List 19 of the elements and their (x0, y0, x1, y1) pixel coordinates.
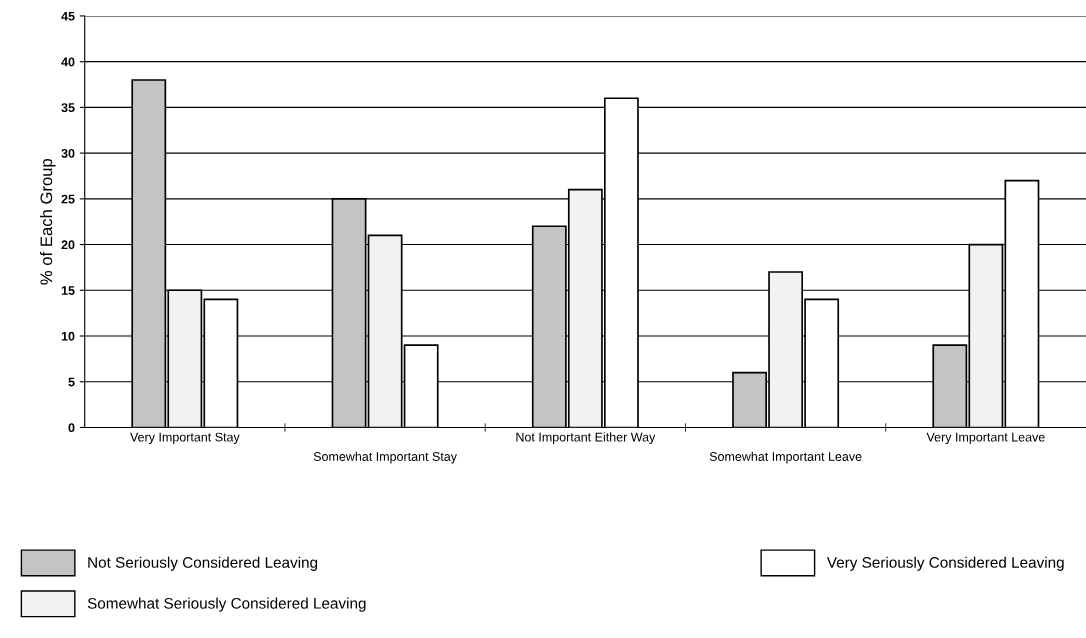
y-tick-label: 5 (68, 377, 75, 387)
y-tick-label: 25 (61, 194, 75, 204)
y-tick-label: 30 (61, 148, 75, 158)
y-tick-label: 45 (61, 11, 75, 21)
x-tick-label: Somewhat Important Leave (709, 451, 862, 464)
y-tick-label: 0 (68, 423, 75, 433)
y-tick-label: 40 (61, 57, 75, 67)
x-tick-label: Somewhat Important Stay (313, 451, 457, 464)
legend-label: Somewhat Seriously Considered Leaving (87, 597, 366, 612)
x-tick-label: Very Important Leave (926, 432, 1045, 444)
x-tick-label: Very Important Stay (130, 432, 240, 444)
legend-label: Not Seriously Considered Leaving (88, 556, 318, 571)
y-axis-title: % of Each Group (39, 158, 56, 285)
y-tick-label: 15 (61, 286, 75, 295)
legend-label: Very Seriously Considered Leaving (826, 556, 1064, 571)
y-tick-label: 35 (61, 103, 75, 113)
x-tick-label: Not Important Either Way (516, 432, 656, 444)
y-tick-label: 20 (61, 240, 75, 250)
y-tick-label: 10 (61, 331, 75, 341)
